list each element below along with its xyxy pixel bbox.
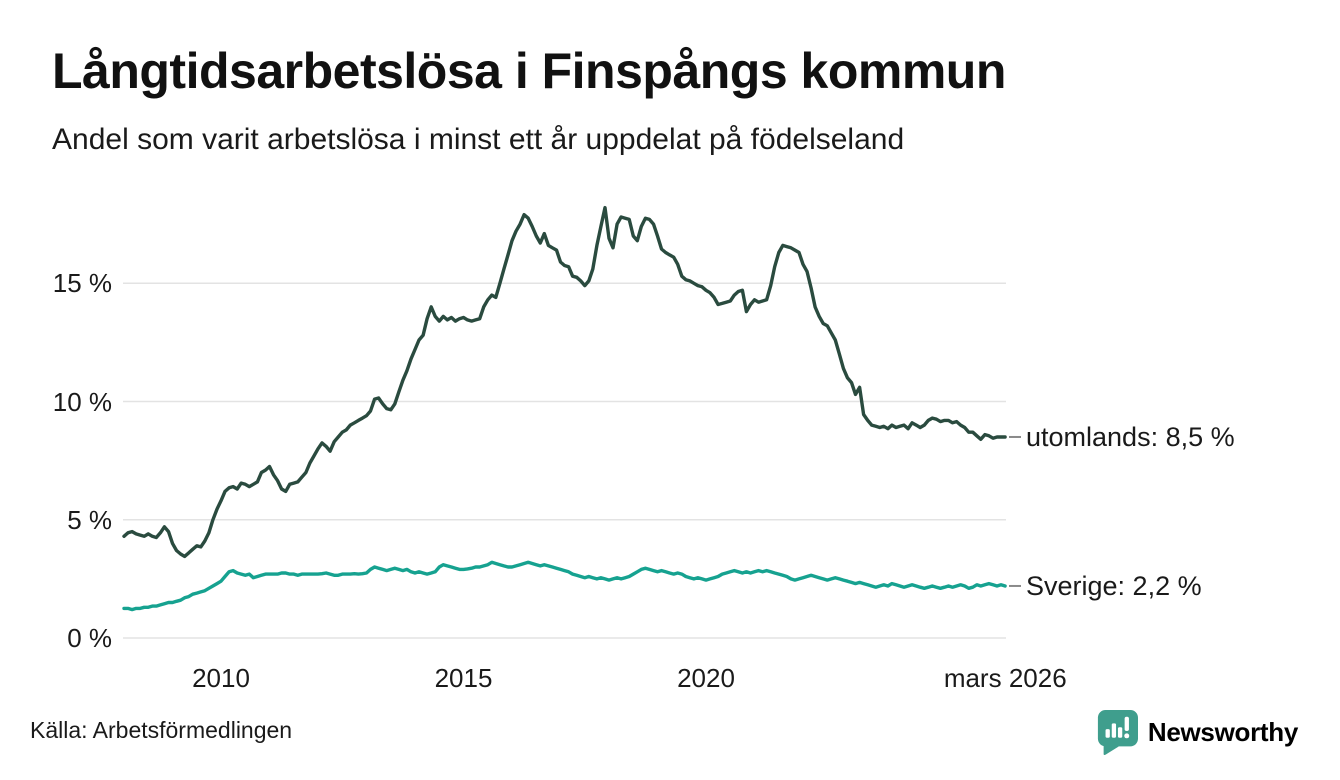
series-end-label-sverige: Sverige: 2,2 % [1026,570,1202,601]
series-line-Sverige [122,560,1007,612]
y-tick-label: 5 % [67,504,112,535]
brand-name: Newsworthy [1147,716,1298,747]
x-tick-label: 2020 [677,663,735,693]
page-title: Långtidsarbetslösa i Finspångs kommun [52,43,1006,99]
series-end-label-utomlands: utomlands: 8,5 % [1026,421,1235,452]
x-tick-label: mars 2026 [943,663,1067,693]
y-tick-label: 15 % [52,268,112,299]
y-tick-label: 10 % [52,386,112,417]
x-tick-label: 2010 [192,663,250,693]
bar-chart-speech-bubble-icon [1097,710,1138,756]
page-subtitle: Andel som varit arbetslösa i minst ett å… [52,123,905,156]
newsworthy-logo: Newsworthy [1096,708,1298,756]
x-tick-label: 2015 [434,663,493,693]
source-note: Källa: Arbetsförmedlingen [30,717,293,743]
series-line-utomlands [122,205,1007,559]
y-tick-label: 0 % [67,623,112,653]
